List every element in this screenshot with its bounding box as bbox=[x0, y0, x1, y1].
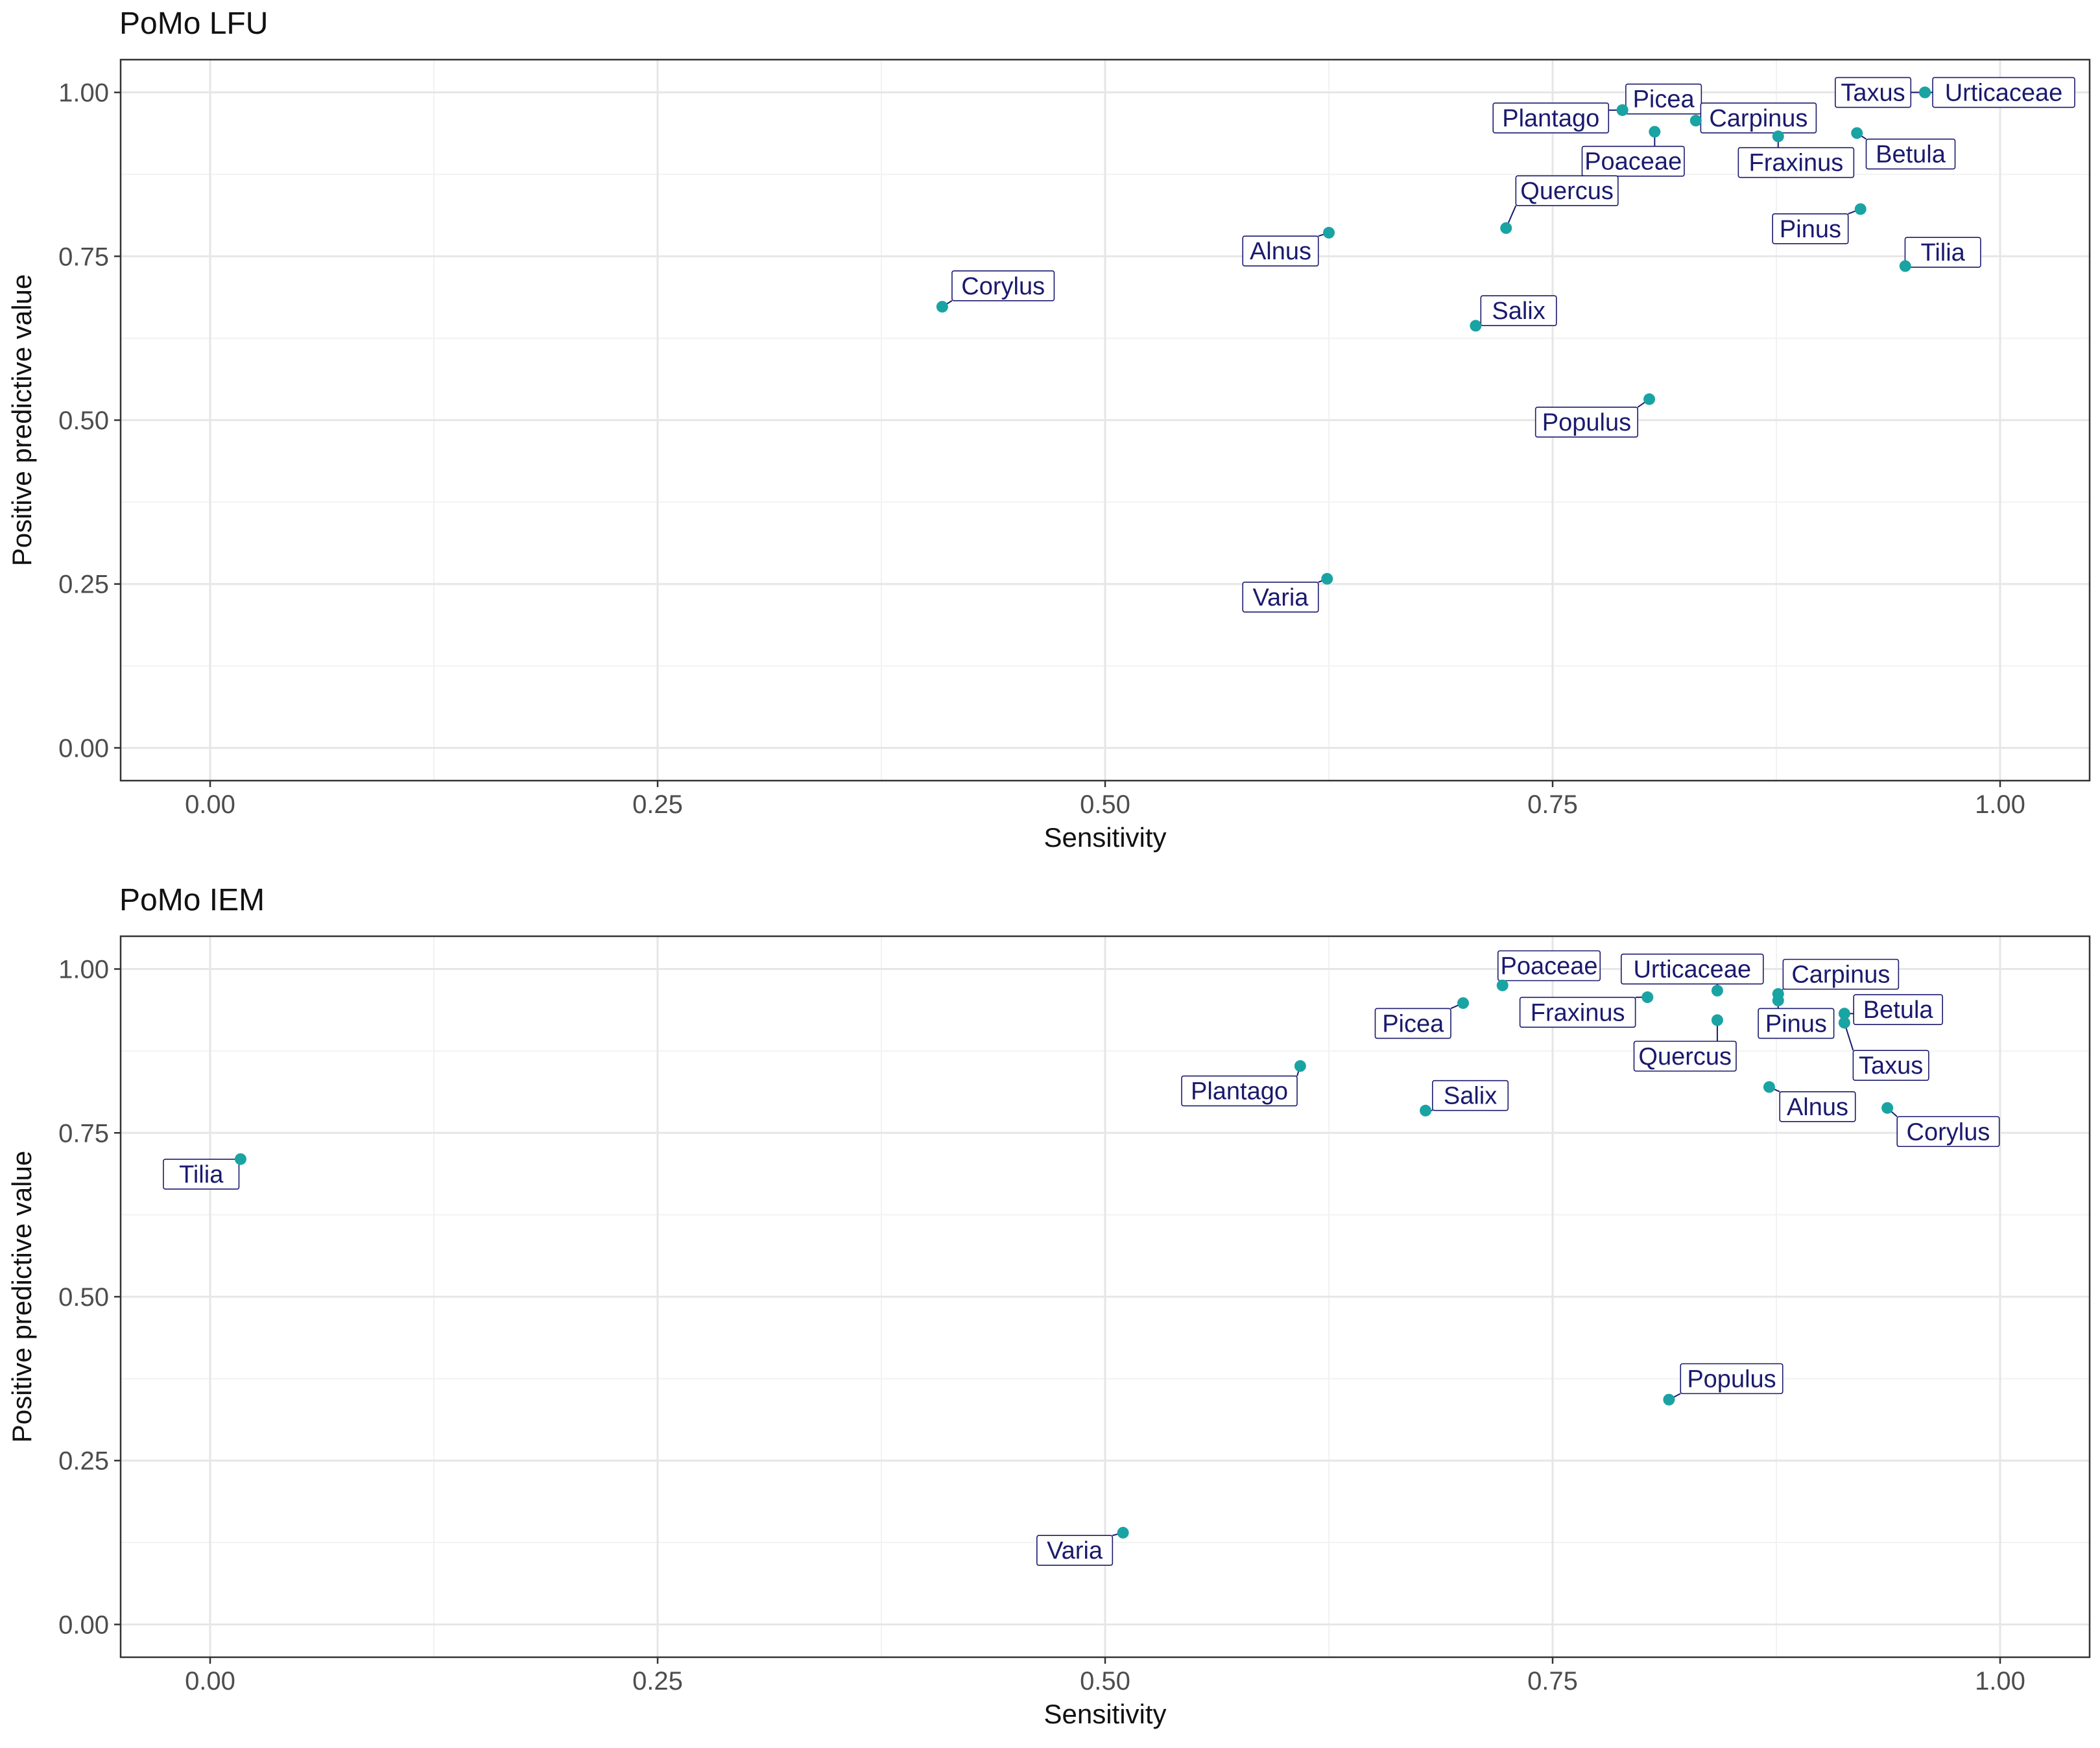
x-tick-label: 0.75 bbox=[1527, 790, 1578, 819]
point-label-taxus: Taxus bbox=[1841, 80, 1905, 107]
point-label-carpinus: Carpinus bbox=[1791, 962, 1890, 989]
data-point-corylus bbox=[937, 301, 948, 313]
x-tick-label: 1.00 bbox=[1975, 1667, 2025, 1695]
y-tick-label: 0.25 bbox=[58, 1447, 109, 1476]
x-tick-label: 0.50 bbox=[1080, 790, 1130, 819]
point-label-urticaceae: Urticaceae bbox=[1945, 80, 2063, 107]
data-point-plantago bbox=[1617, 104, 1629, 116]
data-point-fraxinus bbox=[1641, 991, 1653, 1003]
data-point-poaceae bbox=[1497, 980, 1509, 991]
y-tick-label: 0.00 bbox=[58, 734, 109, 762]
data-point-alnus bbox=[1323, 227, 1335, 239]
point-label-alnus: Alnus bbox=[1250, 238, 1311, 265]
x-tick-label: 0.25 bbox=[632, 1667, 683, 1695]
x-tick-label: 0.00 bbox=[185, 790, 235, 819]
point-label-fraxinus: Fraxinus bbox=[1749, 150, 1844, 177]
point-label-carpinus: Carpinus bbox=[1709, 105, 1808, 132]
point-label-plantago: Plantago bbox=[1191, 1078, 1288, 1105]
point-label-fraxinus: Fraxinus bbox=[1531, 999, 1625, 1026]
data-point-salix bbox=[1470, 320, 1481, 331]
point-label-poaceae: Poaceae bbox=[1584, 148, 1682, 176]
x-tick-label: 0.75 bbox=[1527, 1667, 1578, 1695]
y-tick-label: 0.00 bbox=[58, 1611, 109, 1639]
labels: Poaceae Picea Urticaceae Fraxinus Carpinus Qu… bbox=[163, 951, 1999, 1565]
point-label-picea: Picea bbox=[1382, 1010, 1444, 1037]
point-label-quercus: Quercus bbox=[1520, 178, 1614, 205]
y-tick-label: 0.75 bbox=[58, 242, 109, 271]
scatter-iem: PoMo IEM 0.00 0.00 0.25 0.25 0.50 0.50 0.75 0.75… bbox=[0, 877, 2100, 1743]
x-axis-title: Sensitivity bbox=[1044, 1699, 1166, 1729]
point-label-populus: Populus bbox=[1687, 1365, 1776, 1393]
panel-lfu: PoMo LFU 0.00 0.00 0.25 0.25 0.50 0.50 0.75 0.75… bbox=[0, 0, 2100, 871]
point-label-plantago: Plantago bbox=[1502, 105, 1599, 132]
data-point-betula bbox=[1851, 127, 1863, 139]
point-label-poaceae: Poaceae bbox=[1500, 952, 1597, 980]
data-point-tilia bbox=[1900, 260, 1911, 272]
point-label-pinus: Pinus bbox=[1765, 1010, 1827, 1037]
data-point-salix bbox=[1420, 1105, 1431, 1116]
y-tick-label: 0.25 bbox=[58, 571, 109, 599]
y-tick-label: 0.50 bbox=[58, 1283, 109, 1312]
data-point-picea bbox=[1457, 997, 1469, 1009]
point-label-corylus: Corylus bbox=[1907, 1118, 1990, 1146]
point-label-salix: Salix bbox=[1492, 298, 1545, 325]
y-axis-title: Positive predictive value bbox=[6, 1151, 37, 1443]
data-point-populus bbox=[1643, 394, 1655, 405]
point-label-betula: Betula bbox=[1863, 997, 1934, 1024]
point-label-varia: Varia bbox=[1047, 1537, 1103, 1565]
point-label-picea: Picea bbox=[1633, 86, 1695, 113]
data-point-urticaceae bbox=[1919, 87, 1931, 99]
x-axis-title: Sensitivity bbox=[1044, 822, 1166, 853]
chart-title: PoMo LFU bbox=[119, 6, 268, 41]
x-tick-label: 1.00 bbox=[1975, 790, 2025, 819]
data-point-taxus bbox=[1839, 1017, 1850, 1028]
point-label-urticaceae: Urticaceae bbox=[1633, 956, 1751, 984]
chart-title: PoMo IEM bbox=[119, 883, 265, 917]
x-tick-label: 0.50 bbox=[1080, 1667, 1130, 1695]
data-point-fraxinus bbox=[1772, 130, 1784, 142]
labels: Picea Plantago Carpinus Poaceae Taxus Urticac… bbox=[942, 78, 2075, 612]
x-tick-label: 0.25 bbox=[632, 790, 683, 819]
point-label-varia: Varia bbox=[1253, 584, 1309, 611]
data-point-poaceae bbox=[1649, 126, 1660, 137]
y-axis-title: Positive predictive value bbox=[6, 274, 37, 567]
scatter-lfu: PoMo LFU 0.00 0.00 0.25 0.25 0.50 0.50 0.75 0.75… bbox=[0, 0, 2100, 871]
y-tick-label: 1.00 bbox=[58, 79, 109, 108]
y-tick-label: 0.50 bbox=[58, 407, 109, 435]
y-tick-label: 1.00 bbox=[58, 956, 109, 984]
data-point-alnus bbox=[1763, 1081, 1775, 1093]
panel-iem: PoMo IEM 0.00 0.00 0.25 0.25 0.50 0.50 0.75 0.75… bbox=[0, 877, 2100, 1748]
data-point-carpinus bbox=[1690, 115, 1702, 126]
point-label-corylus: Corylus bbox=[961, 273, 1045, 300]
point-label-pinus: Pinus bbox=[1780, 216, 1841, 243]
x-tick-label: 0.00 bbox=[185, 1667, 235, 1695]
data-point-pinus bbox=[1772, 995, 1784, 1006]
data-point-plantago bbox=[1295, 1060, 1306, 1072]
data-point-quercus bbox=[1712, 1014, 1723, 1026]
data-point-urticaceae bbox=[1712, 985, 1723, 997]
data-point-pinus bbox=[1855, 203, 1867, 215]
data-point-quercus bbox=[1500, 222, 1512, 234]
point-label-tilia: Tilia bbox=[1921, 239, 1966, 266]
point-label-tilia: Tilia bbox=[179, 1161, 224, 1188]
data-point-varia bbox=[1321, 573, 1333, 585]
point-label-populus: Populus bbox=[1542, 409, 1631, 436]
point-label-taxus: Taxus bbox=[1859, 1052, 1923, 1080]
data-point-corylus bbox=[1881, 1102, 1893, 1114]
data-point-tilia bbox=[235, 1153, 246, 1165]
point-label-betula: Betula bbox=[1876, 141, 1946, 169]
point-label-quercus: Quercus bbox=[1638, 1043, 1732, 1070]
point-label-salix: Salix bbox=[1444, 1083, 1497, 1110]
point-label-alnus: Alnus bbox=[1787, 1094, 1848, 1121]
data-point-varia bbox=[1117, 1527, 1129, 1539]
y-tick-label: 0.75 bbox=[58, 1119, 109, 1148]
data-point-populus bbox=[1663, 1394, 1675, 1406]
